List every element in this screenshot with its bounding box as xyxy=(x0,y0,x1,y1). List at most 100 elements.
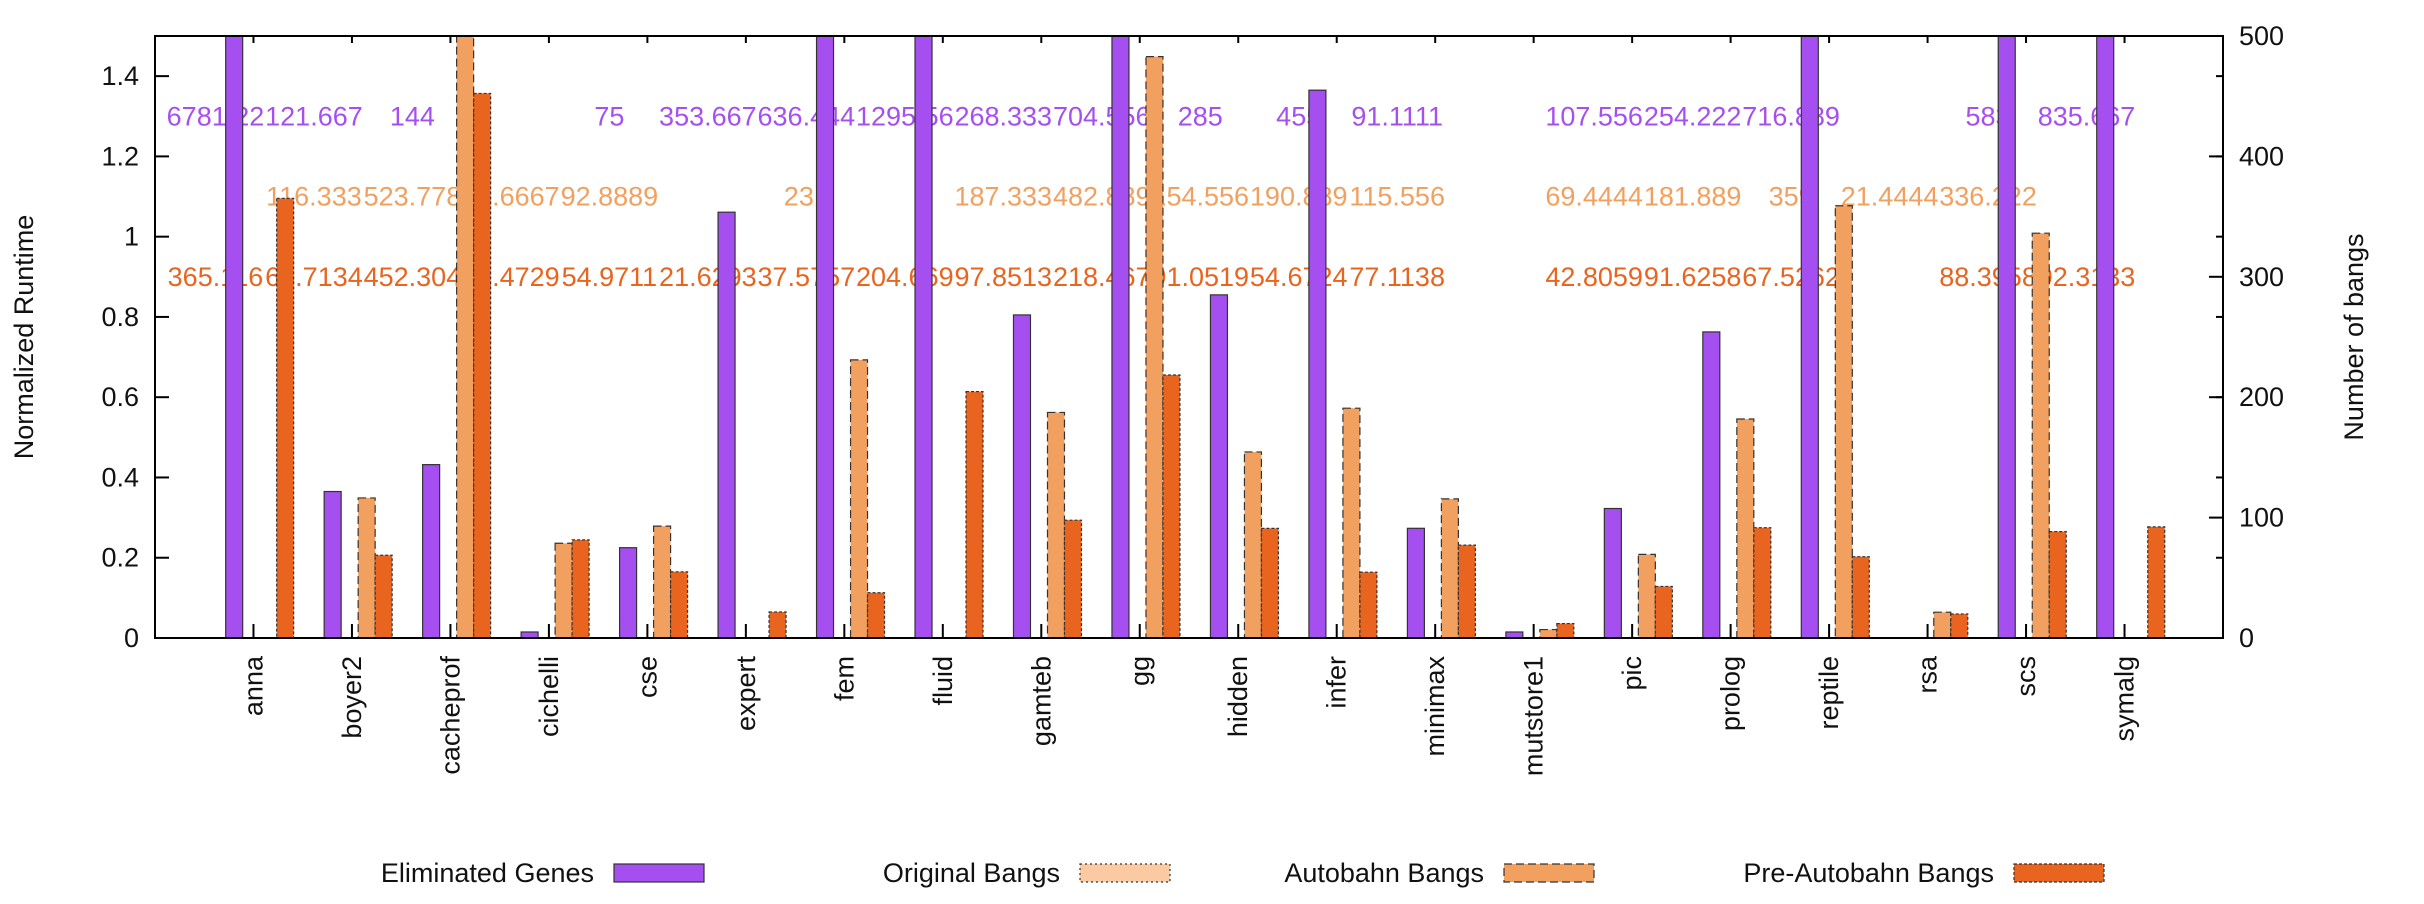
bar xyxy=(2048,530,2067,638)
x-tick-label: infer xyxy=(1322,656,1352,709)
plot-border xyxy=(154,35,2224,639)
data-label: 21.6293 xyxy=(659,262,757,292)
y-tick-label: 1 xyxy=(124,222,139,252)
bar xyxy=(1308,89,1327,638)
data-label: 190.889 xyxy=(1250,182,1348,212)
data-label: 636.444 xyxy=(758,101,856,131)
bar xyxy=(717,211,736,638)
bar xyxy=(1800,36,1819,638)
y2-tick-label: 300 xyxy=(2239,262,2284,292)
bar xyxy=(1753,527,1772,638)
bar xyxy=(456,36,475,638)
data-label: 523.778 xyxy=(364,182,462,212)
bar xyxy=(1997,36,2016,638)
y-axis-title: Normalized Runtime xyxy=(9,215,39,460)
x-tick-label: gamteb xyxy=(1026,656,1056,746)
x-tick-label: rsa xyxy=(1913,655,1943,693)
bar xyxy=(357,497,376,638)
bar xyxy=(1556,622,1575,638)
bar xyxy=(1457,544,1476,638)
bar xyxy=(1539,628,1558,638)
bar xyxy=(323,490,342,638)
data-label: 91.0519 xyxy=(1151,262,1249,292)
data-label: 452.304 xyxy=(364,262,462,292)
x-tick-label: gg xyxy=(1125,656,1155,686)
bar xyxy=(849,359,869,638)
data-label: 187.333 xyxy=(954,182,1052,212)
x-tick-label: pic xyxy=(1617,656,1647,691)
y-tick-label: 0.4 xyxy=(101,462,139,492)
data-label: 69.4444 xyxy=(1545,182,1643,212)
data-label: 54.9711 xyxy=(562,262,658,292)
y-tick-label: 1.2 xyxy=(101,141,139,171)
x-tick-label: minimax xyxy=(1420,656,1450,757)
bar xyxy=(2096,36,2115,638)
data-label: 482.889 xyxy=(1053,182,1151,212)
bar xyxy=(374,554,393,638)
data-label: 91.6258 xyxy=(1644,262,1742,292)
legend-swatch xyxy=(613,863,705,883)
bar xyxy=(1342,407,1361,638)
y-tick-label: 0 xyxy=(124,623,139,653)
data-label: 75 xyxy=(594,101,624,131)
x-tick-label: expert xyxy=(731,656,761,732)
bar xyxy=(1145,56,1164,638)
legend-swatch xyxy=(2013,863,2105,883)
bar xyxy=(1440,498,1459,638)
legend-label: Original Bangs xyxy=(883,858,1060,888)
y-tick-label: 0.2 xyxy=(101,543,139,573)
data-label: 218.467 xyxy=(1053,262,1151,292)
bar xyxy=(768,611,787,638)
data-label: 204.669 xyxy=(856,262,954,292)
bar xyxy=(1359,571,1378,638)
data-label: 92.3133 xyxy=(2038,262,2136,292)
x-tick-label: prolog xyxy=(1716,656,1746,731)
bar xyxy=(815,36,835,638)
y-tick-label: 0.8 xyxy=(101,302,139,332)
data-label: 92.8889 xyxy=(561,182,659,212)
bar xyxy=(1260,527,1280,638)
bar xyxy=(1012,314,1032,638)
data-label: 6781.22 xyxy=(167,101,265,131)
data-label: 254.222 xyxy=(1644,101,1742,131)
bar xyxy=(669,571,689,638)
x-tick-label: scs xyxy=(2011,656,2041,697)
bar xyxy=(1654,585,1673,638)
bar xyxy=(652,525,672,638)
x-tick-label: fem xyxy=(829,656,859,701)
data-label: 37.5757 xyxy=(758,262,856,292)
x-tick-label: boyer2 xyxy=(337,656,367,739)
bar xyxy=(1046,411,1066,638)
x-tick-label: fluid xyxy=(928,656,958,706)
data-label: 336.222 xyxy=(1939,182,2037,212)
data-label: 21.4444 xyxy=(1841,182,1939,212)
data-label: 268.333 xyxy=(954,101,1052,131)
data-label: 365.116 xyxy=(168,262,264,292)
bar xyxy=(1111,36,1130,638)
y2-tick-label: 400 xyxy=(2239,141,2284,171)
y2-tick-label: 100 xyxy=(2239,503,2284,533)
bar xyxy=(1406,527,1425,638)
legend-label: Autobahn Bangs xyxy=(1284,858,1484,888)
bar xyxy=(225,36,244,638)
data-label: 704.556 xyxy=(1053,101,1151,131)
legend-label: Eliminated Genes xyxy=(381,858,594,888)
data-label: 144 xyxy=(390,101,435,131)
bar xyxy=(965,390,984,638)
bar xyxy=(1736,418,1755,638)
x-tick-label: cichelli xyxy=(534,656,564,737)
bar xyxy=(1063,519,1083,638)
x-tick-label: hidden xyxy=(1223,656,1253,737)
bars xyxy=(225,36,2166,638)
x-tick-label: cse xyxy=(632,656,662,698)
data-label: 835.667 xyxy=(2038,101,2136,131)
legend-swatch xyxy=(1079,863,1171,883)
data-label: 1295.56 xyxy=(856,101,954,131)
y2-tick-label: 0 xyxy=(2239,623,2254,653)
bar xyxy=(1950,613,1969,638)
bar xyxy=(1637,553,1656,638)
data-label: 97.8513 xyxy=(954,262,1052,292)
bar xyxy=(2031,232,2050,638)
